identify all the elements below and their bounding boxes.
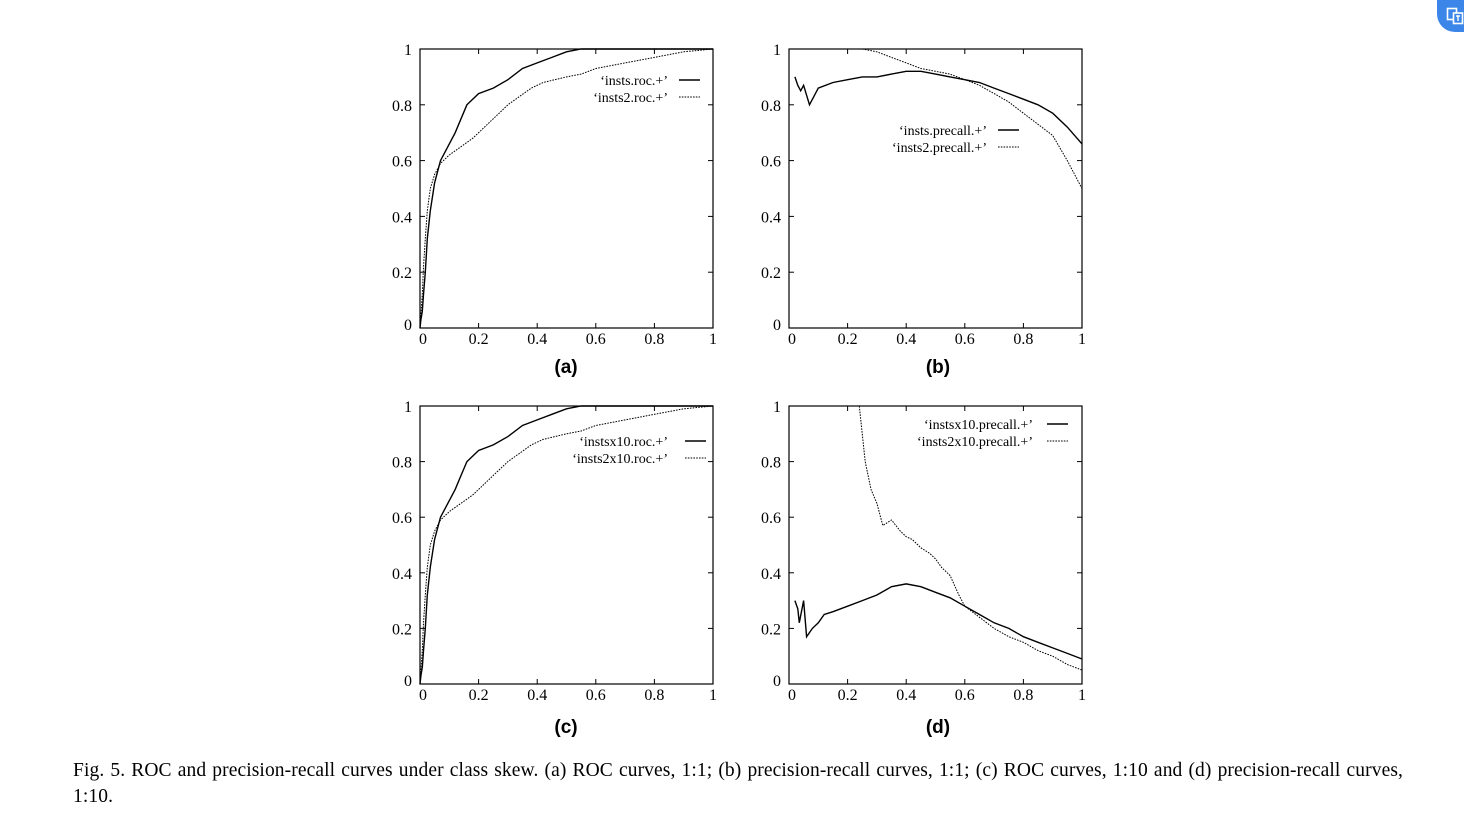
plot-frame: [419, 48, 714, 329]
panel-label: (b): [926, 357, 950, 378]
chart-panel-a: 0 0.2 0.4 0.6 0.8 1 0 0.2 0.4 0.6 0.8 1 ‘insts.roc.+…: [392, 42, 717, 378]
y-tick-label: 0.6: [761, 154, 781, 171]
x-tick-label: 0.6: [955, 331, 975, 348]
plot-frame: [788, 48, 1083, 329]
x-tick-label: 0.4: [896, 331, 916, 348]
y-tick-label: 0.4: [392, 566, 412, 583]
y-tick-label: 0.6: [392, 154, 412, 171]
legend-label-1: ‘instsx10.precall.+’: [924, 418, 1033, 433]
x-tick-label: 0.6: [586, 331, 606, 348]
y-tick-label: 0.8: [761, 98, 781, 115]
x-tick-label: 1: [709, 331, 717, 348]
x-tick-label: 0: [419, 687, 427, 704]
figure-canvas: 0 0.2 0.4 0.6 0.8 1 0 0.2 0.4 0.6 0.8 1 ‘insts.roc.+…: [392, 42, 1086, 738]
y-tick-label: 0.2: [392, 265, 412, 282]
x-tick-label: 0.2: [838, 331, 858, 348]
legend-label-1: ‘insts.roc.+’: [600, 74, 668, 89]
y-tick-label: 0: [773, 317, 781, 334]
x-tick-label: 0.4: [527, 687, 547, 704]
y-tick-label: 0: [773, 673, 781, 690]
y-tick-label: 0.8: [761, 455, 781, 472]
y-tick-label: 1: [404, 42, 412, 59]
x-tick-label: 0.8: [1013, 331, 1033, 348]
y-tick-label: 1: [773, 399, 781, 416]
x-tick-label: 0.4: [896, 687, 916, 704]
y-tick-label: 0.2: [392, 621, 412, 638]
series-line-1: [794, 583, 1083, 660]
y-tick-label: 0.6: [392, 510, 412, 527]
x-tick-label: 1: [1078, 331, 1086, 348]
legend-label-2: ‘insts2.precall.+’: [892, 141, 987, 156]
series-line-1: [419, 405, 713, 685]
x-tick-label: 0: [788, 331, 796, 348]
plot-frame: [419, 405, 714, 685]
panel-label: (d): [926, 717, 950, 738]
y-tick-label: 0.8: [392, 455, 412, 472]
legend-label-2: ‘insts2.roc.+’: [593, 91, 668, 106]
legend-label-1: ‘instsx10.roc.+’: [579, 435, 668, 450]
x-tick-label: 0: [419, 331, 427, 348]
y-tick-label: 0.2: [761, 265, 781, 282]
chart-panel-d: 0 0.2 0.4 0.6 0.8 1 0 0.2 0.4 0.6 0.8 1 ‘instsx10.pr…: [761, 399, 1086, 738]
y-tick-label: 0.4: [761, 566, 781, 583]
panel-label: (a): [554, 357, 577, 378]
series-line-2: [419, 405, 714, 685]
x-tick-label: 0.8: [644, 331, 664, 348]
x-tick-label: 0.4: [527, 331, 547, 348]
y-tick-label: 1: [773, 42, 781, 59]
x-tick-label: 0.2: [469, 687, 489, 704]
translate-badge[interactable]: [1437, 0, 1464, 32]
x-tick-label: 0.8: [1013, 687, 1033, 704]
y-tick-label: 0.4: [392, 209, 412, 226]
chart-panel-c: 0 0.2 0.4 0.6 0.8 1 0 0.2 0.4 0.6 0.8 1 ‘instsx10.ro…: [392, 399, 717, 738]
legend-label-2: ‘insts2x10.roc.+’: [572, 452, 668, 467]
x-tick-label: 0.2: [469, 331, 489, 348]
series-line-2: [419, 48, 714, 329]
chart-panel-b: 0 0.2 0.4 0.6 0.8 1 0 0.2 0.4 0.6 0.8 1 ‘insts.preca…: [761, 42, 1086, 378]
y-tick-label: 0.4: [761, 209, 781, 226]
x-tick-label: 0.2: [838, 687, 858, 704]
legend-label-1: ‘insts.precall.+’: [899, 124, 987, 139]
y-tick-label: 1: [404, 399, 412, 416]
y-tick-label: 0.6: [761, 510, 781, 527]
y-tick-label: 0: [404, 317, 412, 334]
x-tick-label: 1: [1078, 687, 1086, 704]
panel-label: (c): [554, 717, 577, 738]
translate-icon: [1446, 7, 1464, 25]
x-tick-label: 0.8: [644, 687, 664, 704]
figure-caption: Fig. 5. ROC and precision-recall curves …: [73, 760, 1403, 807]
series-line-1: [419, 48, 713, 329]
x-tick-label: 0.6: [955, 687, 975, 704]
y-tick-label: 0: [404, 673, 412, 690]
x-tick-label: 1: [709, 687, 717, 704]
x-tick-label: 0.6: [586, 687, 606, 704]
y-tick-label: 0.8: [392, 98, 412, 115]
plot-frame: [788, 405, 1083, 685]
legend-label-2: ‘insts2x10.precall.+’: [917, 435, 1033, 450]
series-line-2: [794, 48, 1083, 189]
y-tick-label: 0.2: [761, 621, 781, 638]
x-tick-label: 0: [788, 687, 796, 704]
series-line-2: [794, 405, 1083, 671]
series-line-1: [794, 70, 1083, 145]
